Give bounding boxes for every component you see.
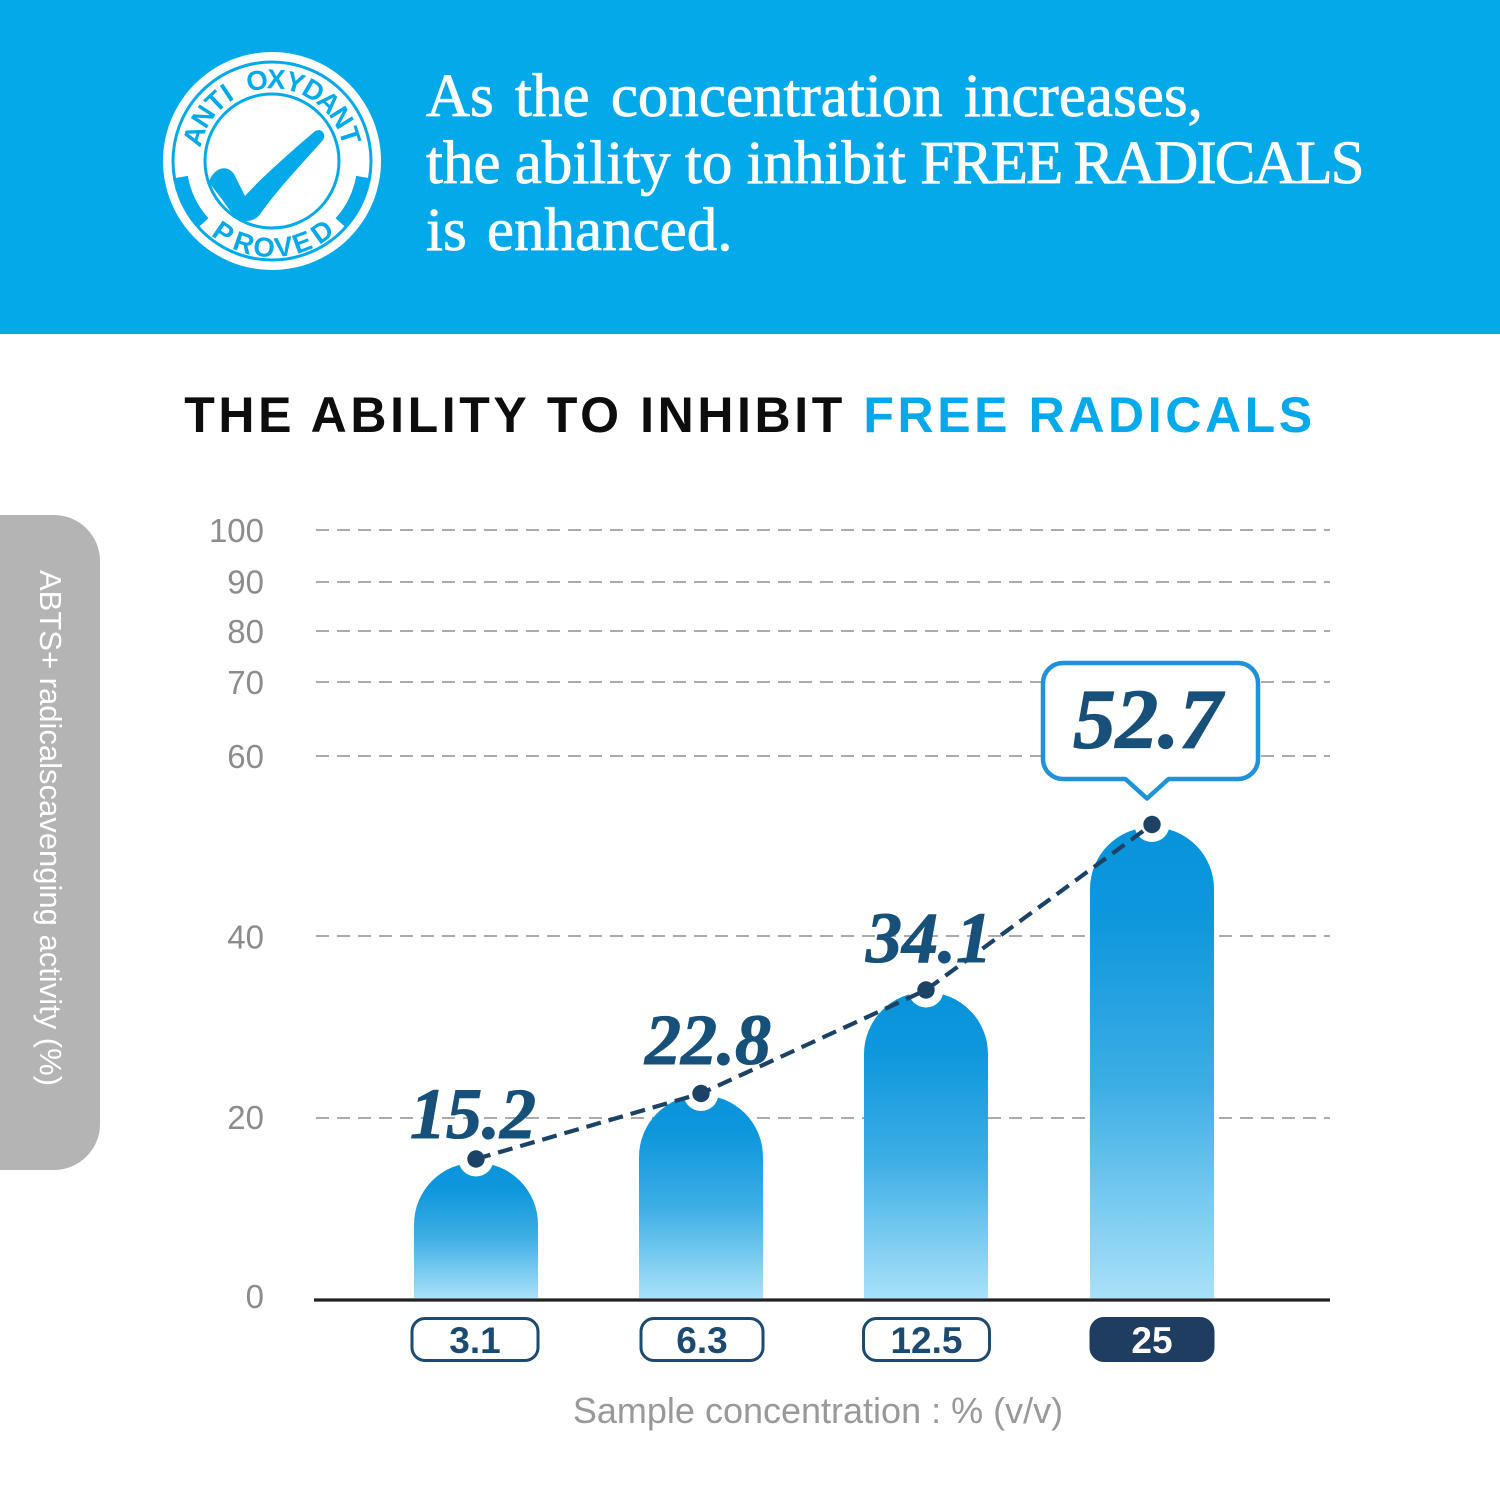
svg-text:X: X: [266, 63, 287, 95]
svg-text:15.2: 15.2: [410, 1074, 536, 1154]
svg-text:12.5: 12.5: [890, 1320, 962, 1361]
svg-text:25: 25: [1131, 1320, 1172, 1361]
svg-text:Sample concentration : % (v/v): Sample concentration : % (v/v): [573, 1390, 1063, 1431]
svg-text:34.1: 34.1: [865, 898, 992, 978]
svg-text:60: 60: [227, 738, 264, 775]
svg-text:ABTS+ radicalscavenging activi: ABTS+ radicalscavenging activity (%): [33, 570, 68, 1086]
svg-text:3.1: 3.1: [449, 1320, 500, 1361]
svg-text:6.3: 6.3: [676, 1320, 727, 1361]
svg-text:40: 40: [227, 919, 264, 956]
svg-text:V: V: [272, 230, 295, 263]
svg-text:52.7: 52.7: [1073, 673, 1225, 767]
svg-text:O: O: [252, 231, 276, 264]
svg-text:80: 80: [227, 613, 264, 650]
svg-text:20: 20: [227, 1099, 264, 1136]
svg-text:0: 0: [246, 1278, 264, 1315]
svg-text:100: 100: [209, 512, 264, 549]
svg-text:90: 90: [227, 564, 264, 601]
svg-text:22.8: 22.8: [644, 1000, 771, 1080]
svg-text:70: 70: [227, 664, 264, 701]
